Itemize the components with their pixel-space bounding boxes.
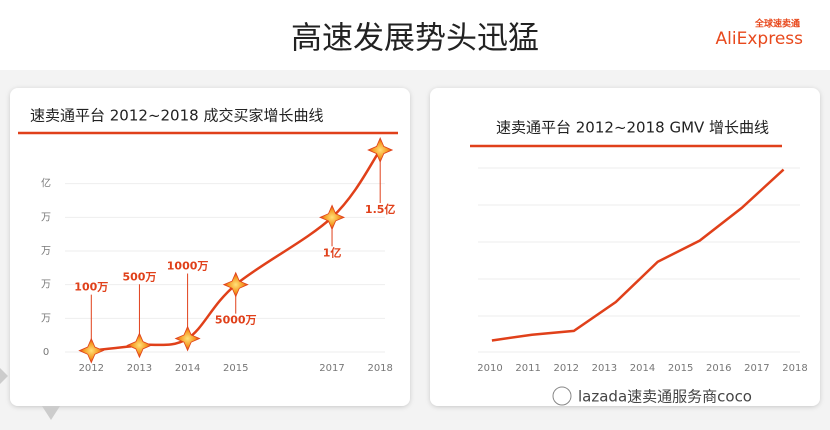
data-label: 1.5亿 [365, 202, 396, 216]
x-tick-label: 2015 [223, 363, 248, 374]
y-tick-label: 万 [41, 212, 51, 223]
marker [319, 204, 346, 231]
x-tick-label: 2016 [706, 363, 731, 374]
chart-title: 速卖通平台 2012~2018 成交买家增长曲线 [30, 107, 323, 125]
watermark: lazada速卖通服务商coco [578, 388, 752, 406]
y-tick-label: 亿 [41, 177, 51, 190]
chart-title: 速卖通平台 2012~2018 GMV 增长曲线 [496, 119, 769, 137]
data-label: 500万 [122, 270, 156, 283]
x-tick-label: 2012 [79, 363, 104, 374]
logo-en: AliExpress [716, 29, 804, 49]
x-tick-label: 2017 [319, 363, 344, 374]
card [10, 88, 410, 406]
y-tick-label: 万 [41, 280, 51, 291]
decoration [42, 406, 60, 420]
marker [126, 332, 153, 359]
x-tick-label: 2017 [744, 363, 769, 374]
y-tick-label: 0 [43, 347, 49, 358]
x-tick-label: 2018 [367, 363, 392, 374]
line [491, 168, 785, 342]
slide-title: 高速发展势头迅猛 [291, 21, 539, 57]
x-tick-label: 2013 [592, 363, 617, 374]
marker [78, 337, 105, 364]
data-label: 1亿 [323, 245, 342, 259]
x-tick-label: 2018 [782, 363, 807, 374]
x-tick-label: 2014 [175, 363, 200, 374]
x-tick-label: 2013 [127, 363, 152, 374]
y-tick-label: 万 [41, 246, 51, 257]
x-tick-label: 2012 [554, 363, 579, 374]
data-label: 100万 [74, 281, 108, 294]
marker [174, 325, 201, 352]
wechat-icon [552, 386, 572, 406]
logo-cn: 全球速卖通 [754, 18, 800, 30]
x-tick-label: 2011 [515, 363, 540, 374]
x-tick-label: 2010 [477, 363, 502, 374]
marker [367, 136, 394, 164]
header-band [0, 0, 830, 70]
data-label: 1000万 [167, 260, 209, 273]
data-label: 5000万 [215, 314, 257, 327]
y-tick-label: 万 [41, 313, 51, 324]
marker [222, 271, 249, 298]
x-tick-label: 2015 [668, 363, 693, 374]
decoration [0, 368, 8, 384]
x-tick-label: 2014 [630, 363, 655, 374]
